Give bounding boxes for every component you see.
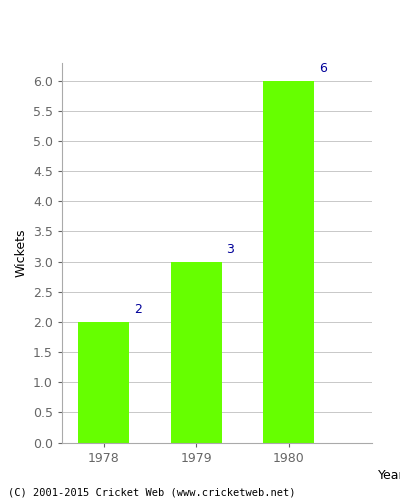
Bar (78, 322, 129, 442)
Bar (171, 262, 222, 442)
Bar (263, 80, 314, 442)
Text: 3: 3 (226, 242, 234, 256)
Text: 2: 2 (134, 303, 142, 316)
Text: Year: Year (378, 469, 400, 482)
Y-axis label: Wickets: Wickets (14, 228, 28, 277)
Text: 6: 6 (319, 62, 327, 74)
Text: (C) 2001-2015 Cricket Web (www.cricketweb.net): (C) 2001-2015 Cricket Web (www.cricketwe… (8, 488, 296, 498)
